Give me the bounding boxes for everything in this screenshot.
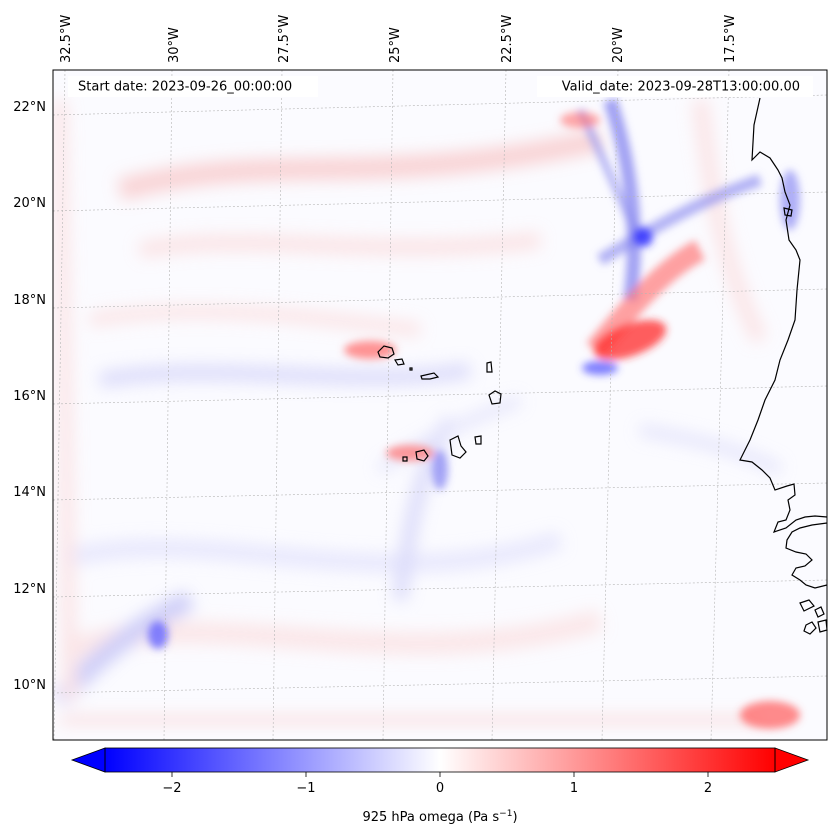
gridline-lat-12 <box>53 579 827 598</box>
colorbar-ticklabel-m2: −2 <box>162 781 181 796</box>
gridline-lat-14 <box>53 482 827 501</box>
colorbar-label: 925 hPa omega (Pa s−1) <box>362 809 517 825</box>
colorbar-ticklabel-m1: −1 <box>296 781 315 796</box>
gridlines <box>53 70 827 740</box>
omega-field <box>53 97 800 729</box>
cape-verde-islands <box>377 345 502 462</box>
colorbar-extend-max <box>774 747 810 773</box>
lon-label-32p5w: 32.5°W <box>59 15 74 63</box>
island-maio <box>474 435 482 445</box>
longitude-labels: 32.5°W 30°W 27.5°W 25°W 22.5°W 20°W 17.5… <box>59 15 738 63</box>
colorbar-ticklabel-0: 0 <box>436 781 444 796</box>
island-bissagos-1 <box>799 599 815 612</box>
valid-date-box <box>537 76 813 97</box>
lat-label-20n: 20°N <box>13 196 46 211</box>
gridline-lat-20 <box>53 191 827 212</box>
gridline-lat-18 <box>53 288 827 309</box>
start-date-label: Start date: 2023-09-26_00:00:00 <box>78 80 292 95</box>
lat-label-12n: 12°N <box>13 582 46 597</box>
lon-label-17p5w: 17.5°W <box>723 15 738 63</box>
lat-label-16n: 16°N <box>13 389 46 404</box>
start-date-box <box>68 76 318 97</box>
coast-mauritania-senegal <box>739 97 828 533</box>
lat-label-22n: 22°N <box>13 100 46 115</box>
colorbar-label-sup: −1 <box>499 809 512 819</box>
colorbar-extend-min <box>70 747 106 773</box>
latitude-labels: 22°N 20°N 18°N 16°N 14°N 12°N 10°N <box>13 100 46 693</box>
lon-label-27p5w: 27.5°W <box>277 15 292 63</box>
date-header: Start date: 2023-09-26_00:00:00 Valid_da… <box>68 76 813 97</box>
lat-label-14n: 14°N <box>13 485 46 500</box>
lon-label-30w: 30°W <box>167 27 182 63</box>
island-sao-nicolau <box>420 372 440 380</box>
colorbar: −2 −1 0 1 2 925 hPa omega (Pa s−1) <box>70 747 810 825</box>
gridline-lat-16 <box>53 385 827 405</box>
island-fogo <box>415 449 429 462</box>
colorbar-ticklabel-2: 2 <box>704 781 712 796</box>
island-santa-luzia <box>409 367 413 371</box>
island-sao-vicente <box>394 358 405 366</box>
island-arguin <box>783 207 793 217</box>
colorbar-label-main: 925 hPa omega (Pa s <box>362 810 499 825</box>
colorbar-gradient <box>105 748 775 772</box>
gridline-lat-10 <box>53 675 827 694</box>
island-brava <box>402 456 408 462</box>
lon-label-20w: 20°W <box>611 27 626 63</box>
map-panel <box>52 69 828 741</box>
lat-label-18n: 18°N <box>13 293 46 308</box>
colorbar-ticklabel-1: 1 <box>570 781 578 796</box>
colorbar-label-close: ) <box>512 810 517 825</box>
lon-label-22p5w: 22.5°W <box>500 15 515 63</box>
island-bissagos-2 <box>814 606 825 618</box>
lon-label-25w: 25°W <box>388 27 403 63</box>
gridline-lat-22 <box>53 94 827 116</box>
valid-date-label: Valid_date: 2023-09-28T13:00:00.00 <box>562 80 800 95</box>
coast-gambia-guinea <box>785 522 828 589</box>
island-bissagos-3 <box>803 621 817 635</box>
island-sal <box>486 361 493 373</box>
island-santo-antao <box>377 345 395 359</box>
island-boa-vista <box>488 390 502 405</box>
lat-label-10n: 10°N <box>13 678 46 693</box>
map-frame <box>52 69 828 741</box>
island-santiago <box>449 435 467 459</box>
